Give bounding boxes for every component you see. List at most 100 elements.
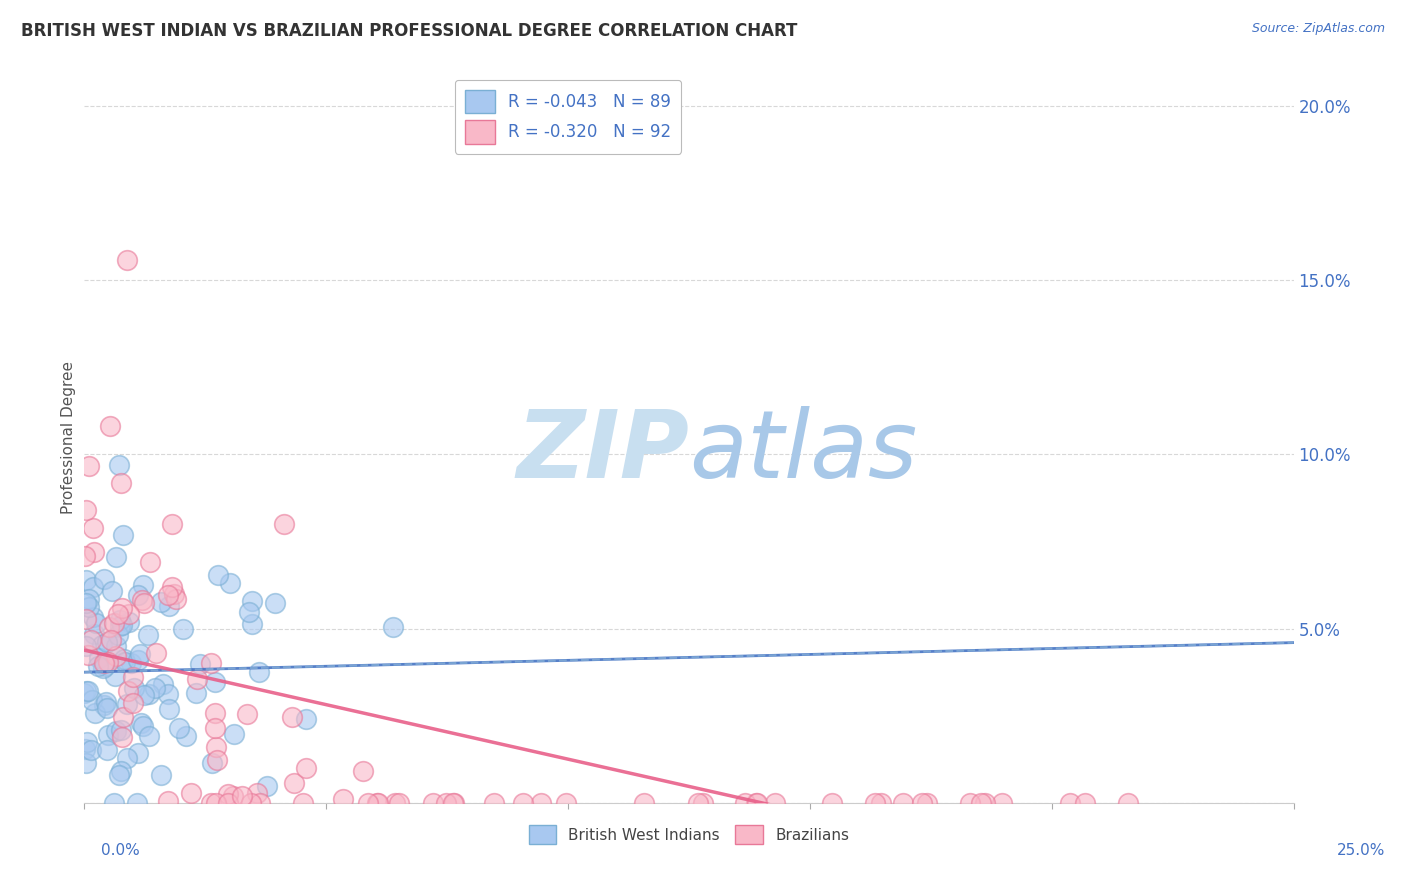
Point (87, 659, 110, 673)
Point (186, 673, 208, 687)
Point (100, 583, 122, 598)
Point (217, 788, 239, 802)
Point (188, 657, 211, 671)
Point (692, 796, 714, 810)
Point (104, 549, 127, 564)
Point (97, 729, 120, 743)
Point (633, 796, 655, 810)
Point (763, 796, 786, 810)
Point (114, 655, 136, 669)
Point (96, 743, 118, 757)
Point (104, 649, 127, 664)
Point (990, 796, 1012, 810)
Point (76, 683, 98, 698)
Point (273, 516, 295, 531)
Point (77, 458, 100, 473)
Point (157, 702, 180, 716)
Point (110, 723, 132, 737)
Point (75, 596, 97, 610)
Point (91, 660, 114, 674)
Point (97, 620, 120, 634)
Point (1116, 796, 1139, 810)
Point (120, 656, 142, 670)
Point (200, 796, 222, 810)
Point (1073, 796, 1095, 810)
Point (73, 686, 96, 700)
Point (131, 593, 153, 607)
Point (172, 622, 194, 636)
Text: 0.0%: 0.0% (101, 843, 141, 858)
Point (94, 695, 117, 709)
Point (891, 796, 914, 810)
Point (105, 640, 128, 654)
Point (103, 796, 125, 810)
Point (157, 794, 180, 808)
Point (915, 796, 938, 810)
Point (108, 768, 131, 782)
Point (112, 652, 135, 666)
Point (77, 648, 100, 663)
Point (110, 613, 132, 627)
Point (295, 761, 318, 775)
Point (143, 681, 166, 695)
Point (127, 588, 149, 602)
Point (125, 796, 148, 810)
Point (388, 796, 411, 810)
Point (484, 796, 506, 810)
Point (80, 743, 103, 757)
Point (107, 628, 129, 642)
Text: 25.0%: 25.0% (1337, 843, 1385, 858)
Point (103, 615, 125, 630)
Point (75, 684, 97, 698)
Point (96, 635, 118, 649)
Y-axis label: Professional Degree: Professional Degree (60, 360, 76, 514)
Point (247, 665, 270, 679)
Point (117, 684, 139, 698)
Point (235, 706, 257, 721)
Point (256, 779, 278, 793)
Point (295, 712, 318, 726)
Point (734, 796, 756, 810)
Point (93, 698, 115, 713)
Point (180, 786, 202, 800)
Point (111, 710, 134, 724)
Text: ZIP: ZIP (516, 406, 689, 498)
Point (745, 796, 768, 810)
Point (162, 581, 184, 595)
Point (104, 724, 127, 739)
Point (129, 647, 152, 661)
Point (974, 796, 997, 810)
Point (204, 675, 226, 690)
Point (80, 632, 103, 647)
Point (139, 555, 162, 569)
Point (129, 716, 152, 731)
Point (174, 729, 197, 743)
Point (93, 572, 115, 586)
Point (240, 796, 263, 810)
Point (555, 796, 578, 810)
Point (204, 721, 226, 735)
Point (162, 517, 184, 532)
Point (75, 640, 97, 654)
Point (111, 600, 134, 615)
Point (82, 609, 104, 624)
Point (530, 796, 553, 810)
Point (745, 796, 768, 810)
Point (205, 740, 228, 755)
Point (110, 764, 132, 778)
Point (240, 594, 263, 608)
Point (111, 731, 134, 745)
Point (357, 796, 380, 810)
Point (87, 651, 110, 665)
Point (157, 687, 180, 701)
Point (132, 577, 155, 591)
Point (149, 768, 172, 782)
Point (384, 796, 406, 810)
Point (115, 252, 138, 267)
Point (107, 607, 129, 621)
Point (150, 595, 173, 609)
Text: BRITISH WEST INDIAN VS BRAZILIAN PROFESSIONAL DEGREE CORRELATION CHART: BRITISH WEST INDIAN VS BRAZILIAN PROFESS… (21, 22, 797, 40)
Point (970, 796, 993, 810)
Point (264, 595, 287, 609)
Point (94, 659, 117, 673)
